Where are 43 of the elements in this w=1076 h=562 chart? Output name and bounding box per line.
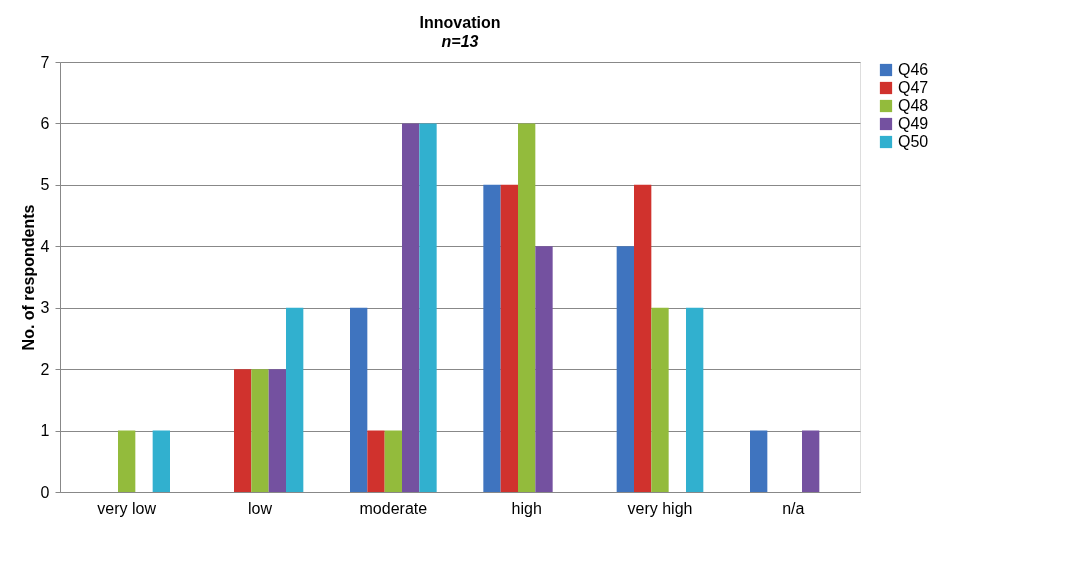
chart-title: Innovation [419, 14, 501, 31]
y-tick-label: 3 [40, 299, 50, 317]
bar [152, 430, 170, 492]
bar [518, 123, 536, 492]
bar [483, 184, 501, 492]
bar [686, 307, 704, 492]
y-axis-title: No. of respondents [19, 204, 37, 351]
bar [616, 246, 634, 492]
bar [384, 430, 402, 492]
bar [651, 307, 669, 492]
bar [251, 369, 269, 492]
bar [802, 430, 820, 492]
bar [234, 369, 252, 492]
x-tick-label: very low [97, 499, 157, 517]
bar [535, 246, 553, 492]
y-tick-label: 1 [40, 422, 50, 440]
bar [367, 430, 385, 492]
y-tick-label: 6 [40, 114, 50, 132]
x-tick-label: low [247, 499, 273, 517]
legend-label: Q49 [898, 115, 929, 132]
y-tick-label: 7 [40, 53, 50, 71]
legend-label: Q46 [898, 61, 929, 78]
x-tick-label: high [511, 499, 542, 517]
x-tick-label: n/a [782, 499, 805, 517]
x-tick-label: moderate [359, 499, 428, 517]
chart-subtitle: n=13 [441, 33, 479, 50]
bar [350, 307, 368, 492]
bar [402, 123, 420, 492]
y-tick-label: 0 [40, 483, 50, 501]
y-tick-label: 4 [40, 237, 50, 255]
x-tick-label: very high [627, 499, 693, 517]
bar [419, 123, 437, 492]
legend-label: Q48 [898, 97, 929, 114]
bar [500, 184, 518, 492]
bar [118, 430, 136, 492]
bar [268, 369, 286, 492]
bar [750, 430, 768, 492]
y-tick-label: 2 [40, 360, 50, 378]
legend-label: Q47 [898, 79, 929, 96]
bar [286, 307, 304, 492]
bar [634, 184, 652, 492]
legend-label: Q50 [898, 133, 929, 150]
y-tick-label: 5 [40, 176, 50, 194]
